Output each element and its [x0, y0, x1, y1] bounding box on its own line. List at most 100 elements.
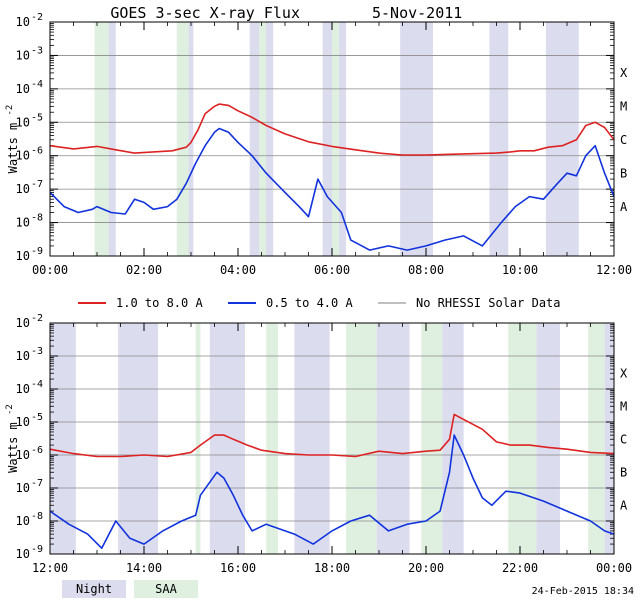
chart-title: GOES 3-sec X-ray Flux: [110, 4, 300, 22]
saa-interval: [332, 22, 340, 256]
night-interval: [50, 323, 76, 554]
x-tick-label: 06:00: [314, 263, 350, 277]
flare-class-label: X: [620, 66, 628, 80]
x-tick-label: 20:00: [408, 561, 444, 575]
y-tick-exponent: -6: [31, 445, 43, 456]
y-tick-exponent: -2: [31, 12, 43, 23]
x-tick-label: 14:00: [126, 561, 162, 575]
panel-first-half-day: 10-910-810-710-610-510-410-310 -2ABCMXWat…: [5, 12, 632, 277]
y-tick-label: 10: [16, 514, 30, 528]
y-axis-title: Watts m -2: [5, 105, 20, 174]
y-tick-exponent: -6: [31, 146, 43, 157]
chart-header: GOES 3-sec X-ray Flux 5-Nov-2011: [110, 4, 462, 22]
night-interval: [489, 22, 509, 256]
night-interval: [400, 22, 434, 256]
x-tick-label: 12:00: [596, 263, 632, 277]
plot-frame: [49, 322, 615, 555]
series-line-short: [49, 434, 615, 550]
night-swatch: [62, 580, 126, 598]
y-tick-exponent: -5: [31, 112, 43, 123]
flare-class-label: C: [620, 133, 627, 147]
night-interval: [118, 323, 159, 554]
x-tick-label: 02:00: [126, 263, 162, 277]
night-interval: [209, 323, 246, 554]
series-line-short: [49, 127, 615, 251]
chart-date: 5-Nov-2011: [372, 4, 462, 22]
flare-class-label: M: [620, 100, 627, 114]
footer-timestamp: 24-Feb-2015 18:34: [532, 586, 634, 597]
shade-legend: Night SAA: [62, 580, 198, 598]
y-tick-label: 10: [16, 216, 30, 230]
flare-class-label: B: [620, 466, 627, 480]
night-interval: [376, 323, 410, 554]
y-tick-label: 10: [16, 82, 30, 96]
saa-interval: [421, 323, 443, 554]
y-tick-exponent: -4: [31, 379, 43, 390]
x-tick-label: 00:00: [32, 263, 68, 277]
x-tick-label: 12:00: [32, 561, 68, 575]
night-legend-label: Night: [76, 582, 112, 596]
y-tick-exponent: -3: [31, 346, 43, 357]
y-tick-label: 10: [16, 249, 30, 263]
y-tick-label: 10: [16, 415, 30, 429]
y-tick-label: 10: [16, 115, 30, 129]
legend-rhessi-label: No RHESSI Solar Data: [416, 296, 561, 310]
y-tick-label: 10: [16, 349, 30, 363]
flare-class-label: A: [620, 499, 628, 513]
saa-interval: [588, 323, 605, 554]
y-tick-exponent: -8: [31, 511, 43, 522]
flare-class-label: X: [620, 367, 628, 381]
y-tick-label: 10: [16, 316, 30, 330]
saa-interval: [259, 22, 267, 256]
saa-legend-label: SAA: [155, 582, 177, 596]
y-tick-exponent: -3: [31, 45, 43, 56]
saa-interval: [94, 22, 109, 256]
y-tick-exponent: -7: [31, 179, 43, 190]
series-line-long: [49, 103, 615, 156]
flare-class-label: C: [620, 433, 627, 447]
y-tick-label: 10: [16, 149, 30, 163]
y-tick-exponent: -7: [31, 478, 43, 489]
flare-class-label: B: [620, 166, 627, 180]
x-tick-label: 04:00: [220, 263, 256, 277]
night-interval: [604, 323, 614, 554]
saa-swatch: [134, 580, 198, 598]
y-tick-exponent: -9: [31, 246, 43, 257]
x-tick-label: 10:00: [502, 263, 538, 277]
y-tick-label: 10: [16, 48, 30, 62]
saa-interval: [195, 323, 201, 554]
legend-short-label: 0.5 to 4.0 A: [266, 296, 353, 310]
y-tick-exponent: -5: [31, 412, 43, 423]
x-tick-label: 18:00: [314, 561, 350, 575]
y-tick-label: 10: [16, 182, 30, 196]
saa-interval: [508, 323, 537, 554]
x-tick-label: 00:00: [596, 561, 632, 575]
y-tick-exponent: -8: [31, 213, 43, 224]
saa-interval: [346, 323, 377, 554]
x-tick-label: 08:00: [408, 263, 444, 277]
saa-interval: [176, 22, 189, 256]
y-tick-label: 10: [16, 382, 30, 396]
y-tick-label: 10: [16, 448, 30, 462]
flare-class-label: A: [620, 200, 628, 214]
panel-second-half-day: 10-910-810-710-610-510-410-310 -2ABCMXWat…: [5, 313, 632, 575]
y-tick-exponent: -9: [31, 544, 43, 555]
y-tick-exponent: -2: [31, 313, 43, 324]
x-tick-label: 16:00: [220, 561, 256, 575]
series-legend: 1.0 to 8.0 A 0.5 to 4.0 A No RHESSI Sola…: [78, 296, 561, 310]
y-tick-label: 10: [16, 481, 30, 495]
y-axis-title: Watts m -2: [5, 404, 20, 473]
y-tick-label: 10: [16, 547, 30, 561]
night-interval: [545, 22, 579, 256]
saa-interval: [266, 323, 278, 554]
flare-class-label: M: [620, 400, 627, 414]
x-tick-label: 22:00: [502, 561, 538, 575]
series-line-long: [49, 413, 615, 458]
y-tick-exponent: -4: [31, 79, 43, 90]
night-interval: [536, 323, 560, 554]
legend-long-label: 1.0 to 8.0 A: [116, 296, 203, 310]
y-tick-label: 10: [16, 15, 30, 29]
night-interval: [294, 323, 330, 554]
plot-frame: [49, 21, 615, 257]
